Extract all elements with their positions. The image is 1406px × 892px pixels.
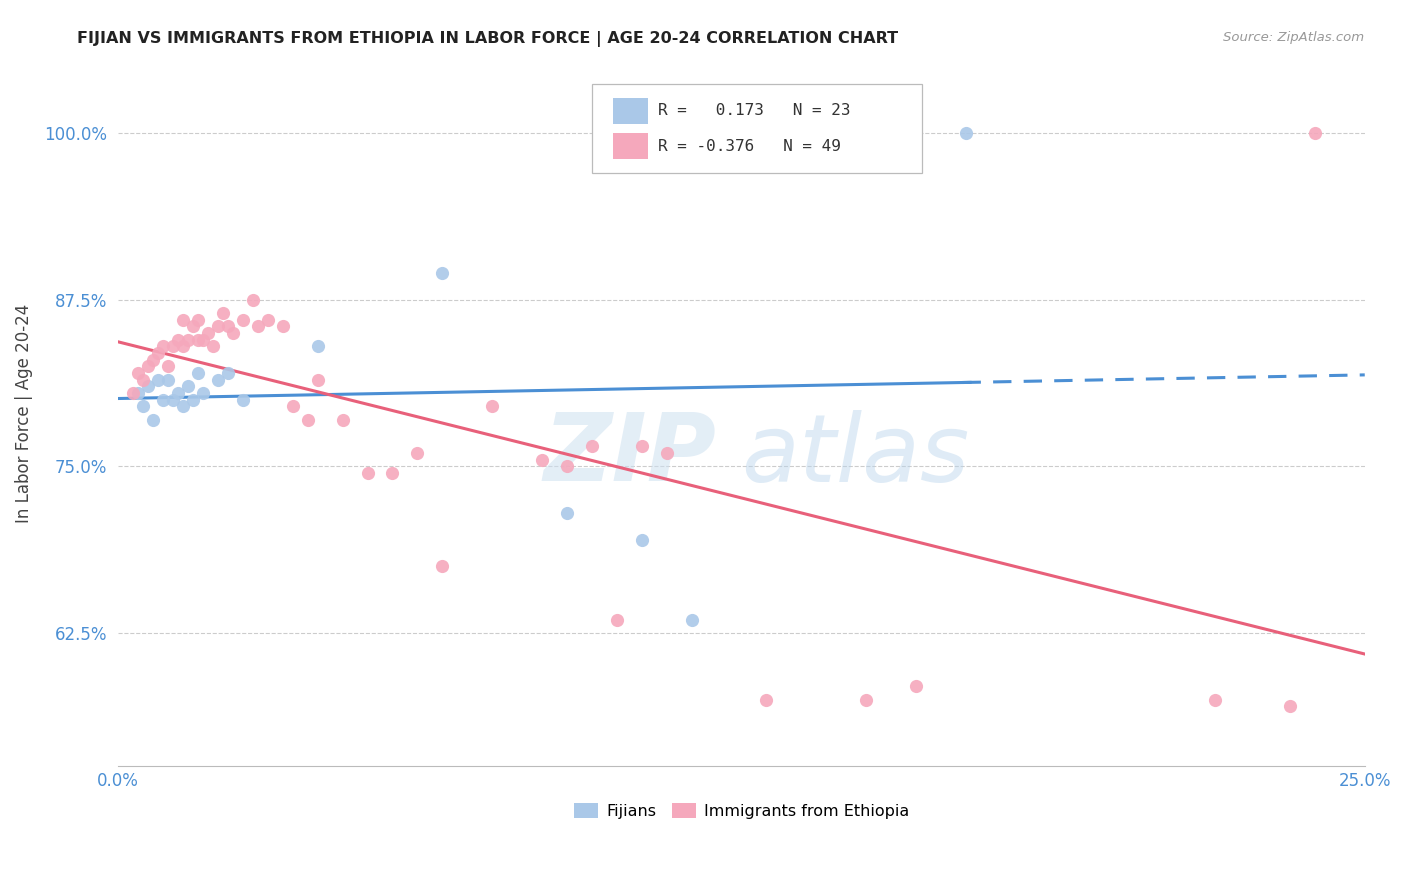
Point [167,385,190,400]
Text: R =   0.173   N = 23: R = 0.173 N = 23 [658,103,851,118]
Point [127,385,149,400]
Point [177,333,200,347]
Point [201,339,224,353]
Point [191,385,214,400]
Point [172,399,194,413]
Point [307,373,329,387]
Point [167,333,190,347]
Point [162,339,184,353]
Point [187,312,209,326]
Point [246,319,269,334]
Point [1278,699,1301,714]
Point [181,392,204,407]
Point [187,366,209,380]
Point [187,333,209,347]
Point [855,692,877,706]
Point [432,266,454,280]
Point [181,319,204,334]
Point [297,412,319,426]
Point [755,692,778,706]
Point [332,412,354,426]
Point [655,446,678,460]
Point [681,613,703,627]
Point [172,339,194,353]
Point [406,446,429,460]
Point [157,373,180,387]
Point [531,452,554,467]
Point [197,326,219,340]
Text: Source: ZipAtlas.com: Source: ZipAtlas.com [1223,31,1364,45]
Point [271,319,294,334]
Legend: Fijians, Immigrants from Ethiopia: Fijians, Immigrants from Ethiopia [568,797,915,825]
Point [955,126,977,140]
Point [146,346,169,360]
Point [1204,692,1226,706]
Point [122,385,145,400]
Point [555,506,578,520]
Point [146,373,169,387]
Point [242,293,264,307]
Point [136,379,159,393]
Point [904,679,927,693]
Point [142,352,165,367]
Y-axis label: In Labor Force | Age 20-24: In Labor Force | Age 20-24 [15,303,32,523]
Text: ZIP: ZIP [544,409,717,501]
Point [217,319,239,334]
Point [432,559,454,574]
Point [157,359,180,374]
Point [177,379,200,393]
Point [630,439,652,453]
Point [307,339,329,353]
Point [132,399,155,413]
Bar [613,97,648,124]
Point [281,399,304,413]
Text: atlas: atlas [741,409,970,500]
Point [356,466,378,480]
Point [1303,126,1326,140]
FancyBboxPatch shape [592,85,922,173]
Point [581,439,603,453]
Bar [613,133,648,160]
Point [606,613,628,627]
Text: R = -0.376   N = 49: R = -0.376 N = 49 [658,139,841,154]
Point [222,326,245,340]
Point [232,312,254,326]
Point [555,459,578,474]
Point [172,312,194,326]
Point [212,306,235,320]
Point [232,392,254,407]
Text: FIJIAN VS IMMIGRANTS FROM ETHIOPIA IN LABOR FORCE | AGE 20-24 CORRELATION CHART: FIJIAN VS IMMIGRANTS FROM ETHIOPIA IN LA… [77,31,898,47]
Point [162,392,184,407]
Point [630,533,652,547]
Point [152,339,174,353]
Point [191,333,214,347]
Point [256,312,278,326]
Point [207,373,229,387]
Point [481,399,503,413]
Point [132,373,155,387]
Point [217,366,239,380]
Point [381,466,404,480]
Point [152,392,174,407]
Point [136,359,159,374]
Point [142,412,165,426]
Point [207,319,229,334]
Point [127,366,149,380]
